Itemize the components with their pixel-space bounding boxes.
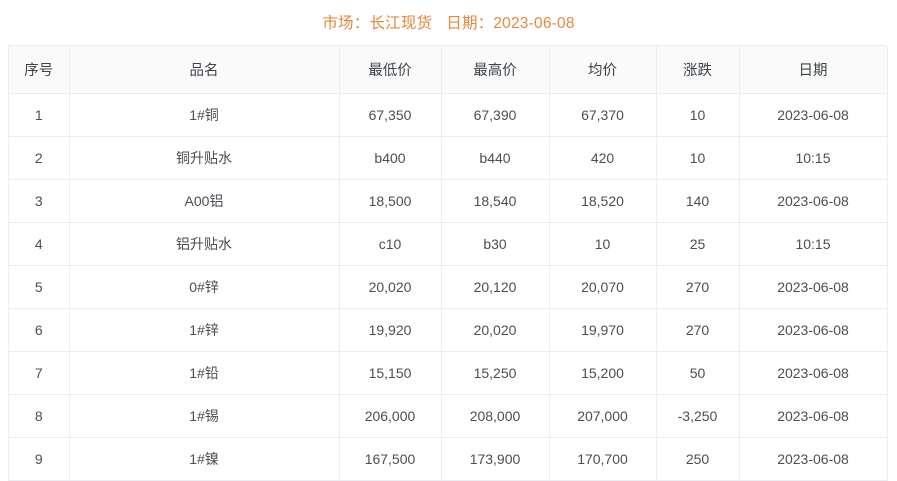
cell-low: 18,500 — [339, 179, 442, 223]
table-row[interactable]: 4 铝升贴水 c10 b30 10 25 10:15 — [9, 222, 888, 266]
cell-name: 铝升贴水 — [69, 222, 340, 266]
cell-index: 3 — [9, 179, 70, 223]
table-row[interactable]: 7 1#铅 15,150 15,250 15,200 50 2023-06-08 — [9, 351, 888, 395]
column-header-index[interactable]: 序号 — [9, 46, 70, 94]
cell-avg: 20,070 — [549, 265, 657, 309]
table-header-row: 序号 品名 最低价 最高价 均价 涨跌 日期 — [9, 46, 888, 94]
cell-index: 9 — [9, 437, 70, 481]
cell-high: 208,000 — [441, 394, 550, 438]
cell-index: 1 — [9, 93, 70, 137]
column-header-high[interactable]: 最高价 — [441, 46, 550, 94]
table-header: 序号 品名 最低价 最高价 均价 涨跌 日期 — [9, 46, 888, 94]
cell-avg: 15,200 — [549, 351, 657, 395]
cell-avg: 19,970 — [549, 308, 657, 352]
table-row[interactable]: 3 A00铝 18,500 18,540 18,520 140 2023-06-08 — [9, 179, 888, 223]
cell-low: 20,020 — [339, 265, 442, 309]
cell-low: 167,500 — [339, 437, 442, 481]
cell-name: 0#锌 — [69, 265, 340, 309]
table-body: 1 1#铜 67,350 67,390 67,370 10 2023-06-08 2 铜升贴水 b… — [9, 93, 888, 481]
cell-index: 2 — [9, 136, 70, 180]
cell-change: 25 — [656, 222, 740, 266]
table-row[interactable]: 8 1#锡 206,000 208,000 207,000 -3,250 2023-06-0… — [9, 394, 888, 438]
cell-high: 20,020 — [441, 308, 550, 352]
cell-index: 7 — [9, 351, 70, 395]
cell-date: 10:15 — [739, 222, 888, 266]
cell-change: 140 — [656, 179, 740, 223]
column-header-change[interactable]: 涨跌 — [656, 46, 740, 94]
cell-index: 6 — [9, 308, 70, 352]
cell-index: 5 — [9, 265, 70, 309]
cell-name: 1#铜 — [69, 93, 340, 137]
cell-high: 20,120 — [441, 265, 550, 309]
cell-low: b400 — [339, 136, 442, 180]
cell-high: 18,540 — [441, 179, 550, 223]
cell-low: 67,350 — [339, 93, 442, 137]
cell-date: 2023-06-08 — [739, 394, 888, 438]
table-row[interactable]: 5 0#锌 20,020 20,120 20,070 270 2023-06-08 — [9, 265, 888, 309]
cell-change: 270 — [656, 308, 740, 352]
cell-index: 4 — [9, 222, 70, 266]
table-row[interactable]: 6 1#锌 19,920 20,020 19,970 270 2023-06-08 — [9, 308, 888, 352]
cell-date: 2023-06-08 — [739, 265, 888, 309]
cell-date: 2023-06-08 — [739, 179, 888, 223]
cell-low: 19,920 — [339, 308, 442, 352]
cell-avg: 18,520 — [549, 179, 657, 223]
table-row[interactable]: 9 1#镍 167,500 173,900 170,700 250 2023-06-08 — [9, 437, 888, 481]
cell-name: 1#锡 — [69, 394, 340, 438]
cell-high: b30 — [441, 222, 550, 266]
cell-high: 67,390 — [441, 93, 550, 137]
cell-avg: 420 — [549, 136, 657, 180]
cell-name: A00铝 — [69, 179, 340, 223]
page-title: 市场：长江现货 日期：2023-06-08 — [0, 0, 897, 44]
cell-high: 173,900 — [441, 437, 550, 481]
column-header-avg[interactable]: 均价 — [549, 46, 657, 94]
cell-high: 15,250 — [441, 351, 550, 395]
column-header-name[interactable]: 品名 — [69, 46, 340, 94]
cell-avg: 170,700 — [549, 437, 657, 481]
cell-name: 铜升贴水 — [69, 136, 340, 180]
date-label: 日期：2023-06-08 — [446, 15, 575, 32]
cell-change: 50 — [656, 351, 740, 395]
table-row[interactable]: 1 1#铜 67,350 67,390 67,370 10 2023-06-08 — [9, 93, 888, 137]
cell-avg: 207,000 — [549, 394, 657, 438]
column-header-low[interactable]: 最低价 — [339, 46, 442, 94]
cell-name: 1#锌 — [69, 308, 340, 352]
cell-name: 1#镍 — [69, 437, 340, 481]
cell-high: b440 — [441, 136, 550, 180]
price-table-container: 序号 品名 最低价 最高价 均价 涨跌 日期 1 1#铜 67,350 67,390 6… — [8, 45, 888, 481]
cell-date: 2023-06-08 — [739, 93, 888, 137]
cell-name: 1#铅 — [69, 351, 340, 395]
cell-index: 8 — [9, 394, 70, 438]
cell-change: 10 — [656, 93, 740, 137]
cell-date: 10:15 — [739, 136, 888, 180]
price-table: 序号 品名 最低价 最高价 均价 涨跌 日期 1 1#铜 67,350 67,390 6… — [9, 46, 888, 481]
cell-date: 2023-06-08 — [739, 437, 888, 481]
cell-avg: 67,370 — [549, 93, 657, 137]
cell-change: 270 — [656, 265, 740, 309]
market-label: 市场：长江现货 — [322, 15, 433, 32]
cell-date: 2023-06-08 — [739, 308, 888, 352]
cell-low: c10 — [339, 222, 442, 266]
column-header-date[interactable]: 日期 — [739, 46, 888, 94]
table-row[interactable]: 2 铜升贴水 b400 b440 420 10 10:15 — [9, 136, 888, 180]
cell-avg: 10 — [549, 222, 657, 266]
cell-change: 250 — [656, 437, 740, 481]
cell-change: 10 — [656, 136, 740, 180]
cell-low: 206,000 — [339, 394, 442, 438]
cell-low: 15,150 — [339, 351, 442, 395]
cell-date: 2023-06-08 — [739, 351, 888, 395]
cell-change: -3,250 — [656, 394, 740, 438]
